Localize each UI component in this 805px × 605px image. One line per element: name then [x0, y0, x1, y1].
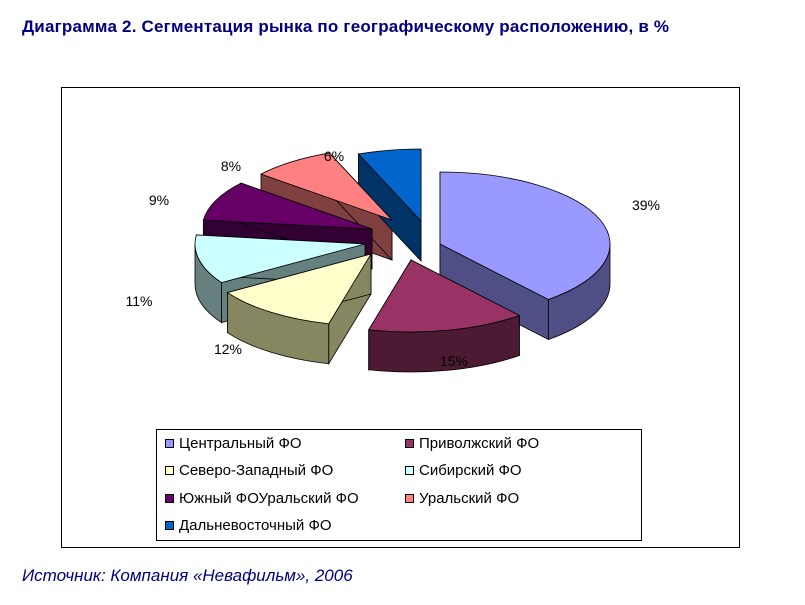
- slice-1-data-label: 15%: [440, 353, 468, 369]
- slice-6-top: [357, 148, 422, 223]
- legend-label-central: Центральный ФО: [179, 435, 302, 452]
- legend-label-fareast: Дальневосточный ФО: [179, 517, 332, 534]
- pie-tops: [194, 148, 611, 333]
- slice-6-data-label: 6%: [324, 148, 344, 164]
- legend: Центральный ФО Приволжский ФО Северо-Зап…: [156, 429, 642, 541]
- slice-1-top: [368, 259, 521, 333]
- legend-label-volga: Приволжский ФО: [419, 435, 540, 452]
- legend-label-ural: Уральский ФО: [419, 490, 520, 507]
- slice-3-data-label: 11%: [126, 293, 153, 309]
- chart-title: Диаграмма 2. Сегментация рынка по геогра…: [22, 17, 670, 36]
- slice-2-top: [226, 253, 372, 325]
- pie-labels: 39% 15% 12% 11% 9% 8% 6%: [126, 148, 661, 369]
- slice-0-data-label: 39%: [632, 197, 660, 213]
- slice-4-data-label: 9%: [149, 192, 169, 208]
- source-note: Источник: Компания «Невафильм», 2006: [22, 566, 353, 585]
- legend-swatch-central: [165, 439, 174, 448]
- legend-label-northwest: Северо-Западный ФО: [179, 462, 334, 479]
- legend-swatch-volga: [405, 439, 414, 448]
- slice-3-top: [194, 234, 366, 284]
- legend-label-siberia: Сибирский ФО: [419, 462, 522, 479]
- slice-5-top: [259, 152, 393, 221]
- chart-area: 39% 15% 12% 11% 9% 8% 6% Центральный ФО Привол…: [61, 87, 740, 548]
- legend-swatch-south: [165, 494, 174, 503]
- legend-swatch-northwest: [165, 466, 174, 475]
- slice-2-data-label: 12%: [214, 341, 242, 357]
- legend-label-south: Южный ФОУральский ФО: [179, 490, 359, 507]
- legend-swatch-ural: [405, 494, 414, 503]
- slice-5-data-label: 8%: [221, 158, 241, 174]
- legend-swatch-siberia: [405, 466, 414, 475]
- slice-4-top: [202, 182, 373, 230]
- pie-chart: 39% 15% 12% 11% 9% 8% 6%: [126, 148, 661, 373]
- slice-0-top: [439, 171, 611, 300]
- legend-swatch-fareast: [165, 521, 174, 530]
